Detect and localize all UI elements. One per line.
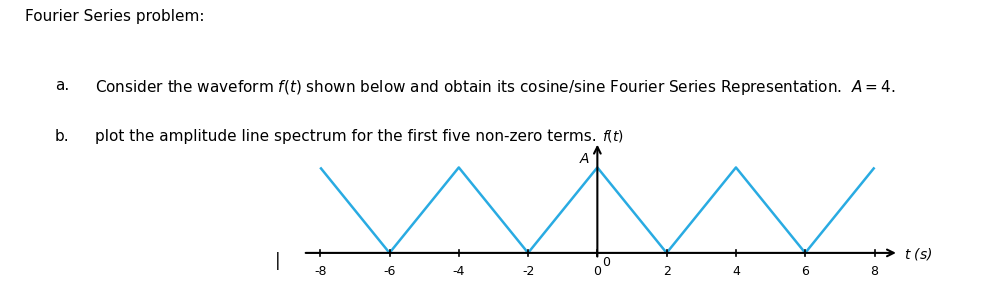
Text: -6: -6 — [384, 265, 396, 278]
Text: |: | — [275, 252, 281, 270]
Text: -2: -2 — [522, 265, 534, 278]
Text: $f(t)$: $f(t)$ — [601, 128, 623, 144]
Text: Fourier Series problem:: Fourier Series problem: — [25, 9, 204, 24]
Text: 4: 4 — [732, 265, 739, 278]
Text: 6: 6 — [802, 265, 810, 278]
Text: 0: 0 — [602, 256, 610, 269]
Text: 2: 2 — [662, 265, 670, 278]
Text: 8: 8 — [871, 265, 879, 278]
Text: a.: a. — [55, 78, 69, 93]
Text: -4: -4 — [453, 265, 465, 278]
Text: 0: 0 — [593, 265, 601, 278]
Text: b.: b. — [55, 129, 70, 144]
Text: $t$ (s): $t$ (s) — [904, 246, 933, 262]
Text: Consider the waveform $f(t)$ shown below and obtain its cosine/sine Fourier Seri: Consider the waveform $f(t)$ shown below… — [95, 78, 896, 97]
Text: -8: -8 — [314, 265, 327, 278]
Text: $A$: $A$ — [579, 152, 590, 167]
Text: plot the amplitude line spectrum for the first five non-zero terms.: plot the amplitude line spectrum for the… — [95, 129, 597, 144]
